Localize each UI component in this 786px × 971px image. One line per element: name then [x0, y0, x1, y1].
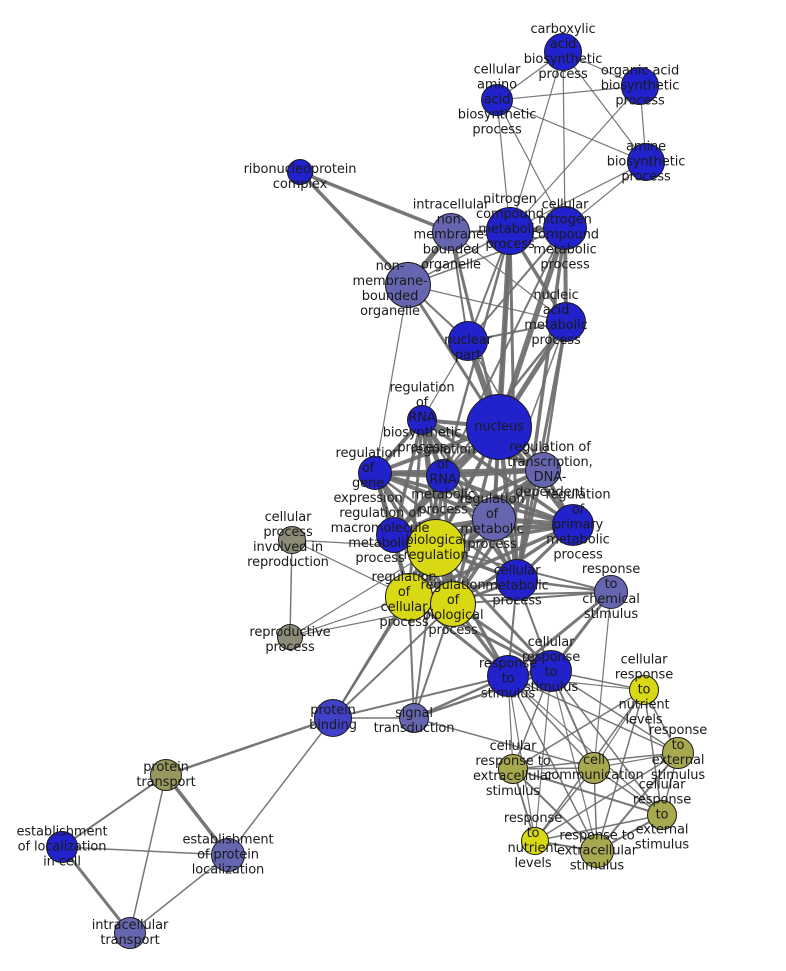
graph-edge [407, 227, 566, 286]
graph-node-establishment-of-localization-in-cell[interactable] [46, 831, 78, 863]
graph-edge [512, 689, 645, 770]
graph-node-protein-transport[interactable] [150, 759, 182, 791]
graph-edge [129, 774, 167, 934]
graph-edge [507, 675, 679, 754]
graph-node-biological-regulation[interactable] [407, 519, 465, 577]
graph-edge [442, 474, 574, 527]
graph-node-nitrogen-compound-metabolic-process[interactable] [486, 207, 534, 255]
graph-node-cellular-response-to-extracellular-stimulus[interactable] [498, 754, 528, 784]
graph-node-regulation-of-rna-metabolic-process[interactable] [426, 459, 460, 493]
graph-edge [413, 717, 595, 769]
graph-node-intracellular-transport[interactable] [114, 917, 146, 949]
graph-node-cellular-metabolic-process[interactable] [496, 559, 538, 601]
graph-edge [496, 99, 566, 229]
graph-edge [467, 227, 566, 342]
graph-edge [509, 161, 647, 232]
graph-node-regulation-of-macromolecule-metabolic-process[interactable] [376, 517, 412, 553]
graph-node-response-to-nutrient-levels[interactable] [521, 827, 549, 855]
graph-node-reproductive-process[interactable] [277, 624, 303, 650]
graph-edge [289, 539, 293, 638]
graph-edge [507, 675, 598, 852]
graph-edge [596, 752, 679, 852]
graph-edge [298, 170, 410, 287]
graph-edge [332, 603, 454, 719]
graph-node-response-to-external-stimulus[interactable] [662, 737, 694, 769]
graph-edge [496, 85, 641, 101]
graph-node-regulation-of-rna-biosynthetic-process[interactable] [407, 405, 437, 435]
graph-edge [596, 689, 645, 852]
graph-edge [227, 717, 334, 856]
graph-node-nuclear-part[interactable] [448, 321, 488, 361]
graph-edge [332, 675, 509, 719]
graph-node-organic-acid-biosynthetic-process[interactable] [621, 67, 659, 105]
graph-node-regulation-of-gene-expression[interactable] [358, 456, 392, 490]
graph-node-cellular-nitrogen-compound-metabolic-process[interactable] [543, 206, 587, 250]
graph-node-cellular-process-involved-in-reproduction[interactable] [278, 526, 306, 554]
graph-edge [60, 846, 132, 934]
graph-node-nucleus[interactable] [466, 394, 532, 460]
graph-edge [452, 591, 612, 605]
graph-edge [129, 854, 229, 934]
graph-node-amine-biosynthetic-process[interactable] [627, 143, 665, 181]
graph-edge [507, 590, 612, 678]
graph-edge [61, 846, 229, 856]
graph-edge [512, 768, 663, 816]
graph-node-protein-binding[interactable] [314, 699, 352, 737]
graph-node-regulation-of-biological-process[interactable] [430, 581, 476, 627]
graph-edge [515, 321, 568, 581]
graph-node-ribonucleoprotein-complex[interactable] [287, 159, 313, 185]
graph-node-response-to-chemical-stimulus[interactable] [594, 575, 628, 609]
graph-edge [407, 284, 567, 323]
graph-edge [496, 99, 647, 163]
graph-edge [562, 51, 566, 229]
graph-edge [509, 51, 564, 232]
graph-edge [299, 170, 452, 234]
graph-node-cellular-response-to-nutrient-levels[interactable] [629, 675, 659, 705]
graph-node-nucleic-acid-metabolic-process[interactable] [546, 302, 586, 342]
graph-node-cell-communication[interactable] [578, 752, 610, 784]
graph-node-regulation-of-metabolic-process[interactable] [472, 497, 516, 541]
graph-node-cellular-response-to-stimulus[interactable] [530, 650, 572, 692]
graph-node-signal-transduction[interactable] [399, 703, 429, 733]
graph-node-regulation-of-primary-metabolic-process[interactable] [552, 504, 594, 546]
graph-edge [61, 774, 167, 848]
graph-edge [550, 670, 679, 754]
graph-node-cellular-amino-acid-biosynthetic-process[interactable] [481, 84, 513, 116]
graph-node-response-to-extracellular-stimulus[interactable] [580, 834, 614, 868]
graph-edge [562, 51, 647, 163]
graph-edge [512, 768, 598, 852]
graph-edge [374, 471, 574, 527]
graph-edge [534, 670, 552, 842]
graph-node-cellular-response-to-external-stimulus[interactable] [647, 800, 677, 830]
graph-node-establishment-of-protein-localization[interactable] [211, 838, 245, 872]
graph-node-intracellular-non-membrane-bounded-organelle[interactable] [432, 213, 470, 251]
graph-edge [509, 85, 641, 232]
graph-node-regulation-of-cellular-process[interactable] [385, 573, 433, 621]
graph-node-non-membrane-bounded-organelle[interactable] [385, 262, 431, 308]
graph-node-response-to-stimulus[interactable] [487, 655, 529, 697]
graph-edge [550, 670, 598, 852]
graph-edge [450, 231, 567, 323]
graph-edge [534, 814, 663, 842]
graph-edge [643, 689, 663, 816]
graph-edge [165, 716, 334, 777]
graph-node-carboxylic-acid-biosynthetic-process[interactable] [544, 33, 582, 71]
graph-edge [593, 591, 612, 769]
graph-edge [374, 284, 409, 474]
graph-node-regulation-of-transcription-dna-dependent[interactable] [525, 452, 561, 488]
